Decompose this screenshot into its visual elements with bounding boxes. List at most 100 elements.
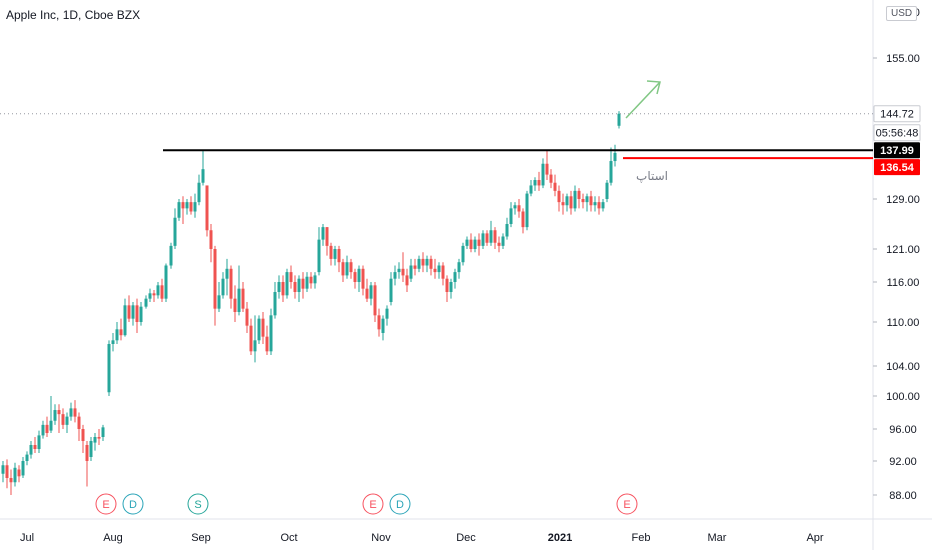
event-marker-label: D bbox=[396, 499, 404, 511]
candle-body bbox=[197, 182, 201, 203]
price-tick-label: 110.00 bbox=[887, 317, 920, 329]
time-axis-label: Jul bbox=[20, 532, 34, 544]
price-tag bbox=[873, 124, 921, 142]
candle-body bbox=[81, 429, 85, 441]
candle-body bbox=[156, 285, 160, 296]
candle-body bbox=[485, 233, 489, 243]
candle-body bbox=[373, 285, 377, 316]
candle-body bbox=[477, 239, 481, 246]
candle-body bbox=[5, 465, 9, 478]
candle-body bbox=[177, 202, 181, 218]
candle-body bbox=[617, 113, 621, 126]
candle-body bbox=[317, 239, 321, 273]
candle-body bbox=[101, 427, 105, 437]
candle-body bbox=[111, 340, 115, 344]
candle-body bbox=[337, 249, 341, 263]
candle-body bbox=[433, 268, 437, 273]
candle-body bbox=[361, 268, 365, 289]
candle-body bbox=[381, 318, 385, 333]
candle-body bbox=[397, 268, 401, 273]
candle-body bbox=[449, 282, 453, 292]
candle-body bbox=[135, 305, 139, 322]
candle-body bbox=[45, 424, 49, 433]
candle-body bbox=[209, 230, 213, 249]
price-tick-label: 116.00 bbox=[887, 277, 920, 289]
candle-body bbox=[17, 469, 21, 477]
candle-body bbox=[333, 249, 337, 259]
candle-body bbox=[605, 182, 609, 199]
candle-body bbox=[127, 305, 131, 319]
candle-body bbox=[557, 190, 561, 203]
candle-body bbox=[160, 285, 164, 299]
candle-body bbox=[469, 239, 473, 249]
candle-body bbox=[377, 315, 381, 330]
event-marker-icon bbox=[187, 493, 209, 515]
candle-body bbox=[181, 202, 185, 209]
candle-body bbox=[173, 217, 177, 246]
candle-body bbox=[461, 245, 465, 263]
candle-body bbox=[533, 180, 537, 186]
event-marker-label: E bbox=[369, 499, 376, 511]
candle-body bbox=[405, 275, 409, 286]
candle-body bbox=[115, 329, 119, 341]
candle-body bbox=[249, 325, 253, 352]
candle-body bbox=[61, 414, 65, 425]
candle-body bbox=[123, 305, 127, 336]
candle-body bbox=[49, 420, 53, 431]
candle-body bbox=[513, 205, 517, 209]
candle-body bbox=[421, 258, 425, 266]
candle-body bbox=[473, 239, 477, 249]
candle-body bbox=[57, 410, 61, 415]
event-marker-icon bbox=[122, 493, 144, 515]
currency-button[interactable]: USD bbox=[886, 6, 918, 21]
candle-body bbox=[53, 410, 57, 421]
candle-body bbox=[97, 437, 101, 439]
candle-body bbox=[201, 169, 205, 183]
price-tag-label: 136.54 bbox=[880, 162, 915, 174]
candle-body bbox=[69, 408, 73, 417]
candle-body bbox=[497, 242, 501, 246]
time-axis[interactable]: Jul Aug Sep Oct Nov Dec 2021 Feb Mar Apr bbox=[20, 532, 824, 544]
candle-body bbox=[213, 249, 217, 309]
price-tick-label: 104.00 bbox=[886, 361, 920, 373]
time-axis-label: Nov bbox=[371, 532, 391, 544]
price-tag-label: 05:56:48 bbox=[876, 128, 919, 140]
candle-body bbox=[537, 180, 541, 186]
event-marker-label: E bbox=[102, 499, 109, 511]
time-axis-label: Dec bbox=[456, 532, 476, 544]
candle-body bbox=[609, 161, 613, 183]
candle-body bbox=[237, 288, 241, 312]
candle-body bbox=[589, 196, 593, 206]
candle-body bbox=[453, 272, 457, 282]
forecast-arrow-icon bbox=[625, 81, 661, 119]
candle-body bbox=[365, 288, 369, 299]
candle-body bbox=[273, 292, 277, 316]
price-axis[interactable]: 88.00 92.00 96.00 100.00 104.00 110.00 116.00 1… bbox=[873, 7, 920, 502]
candle-body bbox=[349, 262, 353, 273]
candle-body bbox=[501, 236, 505, 246]
stop-annotation: استاپ bbox=[636, 169, 668, 183]
candle-body bbox=[269, 315, 273, 352]
candle-body bbox=[565, 196, 569, 206]
candle-body bbox=[257, 318, 261, 341]
price-tick-label: 96.00 bbox=[889, 424, 917, 436]
candle-body bbox=[505, 224, 509, 237]
candle-body bbox=[325, 227, 329, 246]
candle-body bbox=[253, 340, 257, 352]
candle-body bbox=[293, 282, 297, 292]
candle-body bbox=[553, 182, 557, 191]
candle-body bbox=[345, 262, 349, 276]
candle-body bbox=[593, 202, 597, 206]
candle-body bbox=[225, 268, 229, 279]
candle-body bbox=[241, 288, 245, 309]
candle-body bbox=[89, 441, 93, 457]
candle-body bbox=[37, 435, 41, 449]
candle-body bbox=[93, 437, 97, 443]
candle-body bbox=[9, 478, 13, 483]
event-marker-label: E bbox=[623, 499, 630, 511]
event-marker-label: S bbox=[194, 499, 201, 511]
candle-body bbox=[29, 445, 33, 455]
